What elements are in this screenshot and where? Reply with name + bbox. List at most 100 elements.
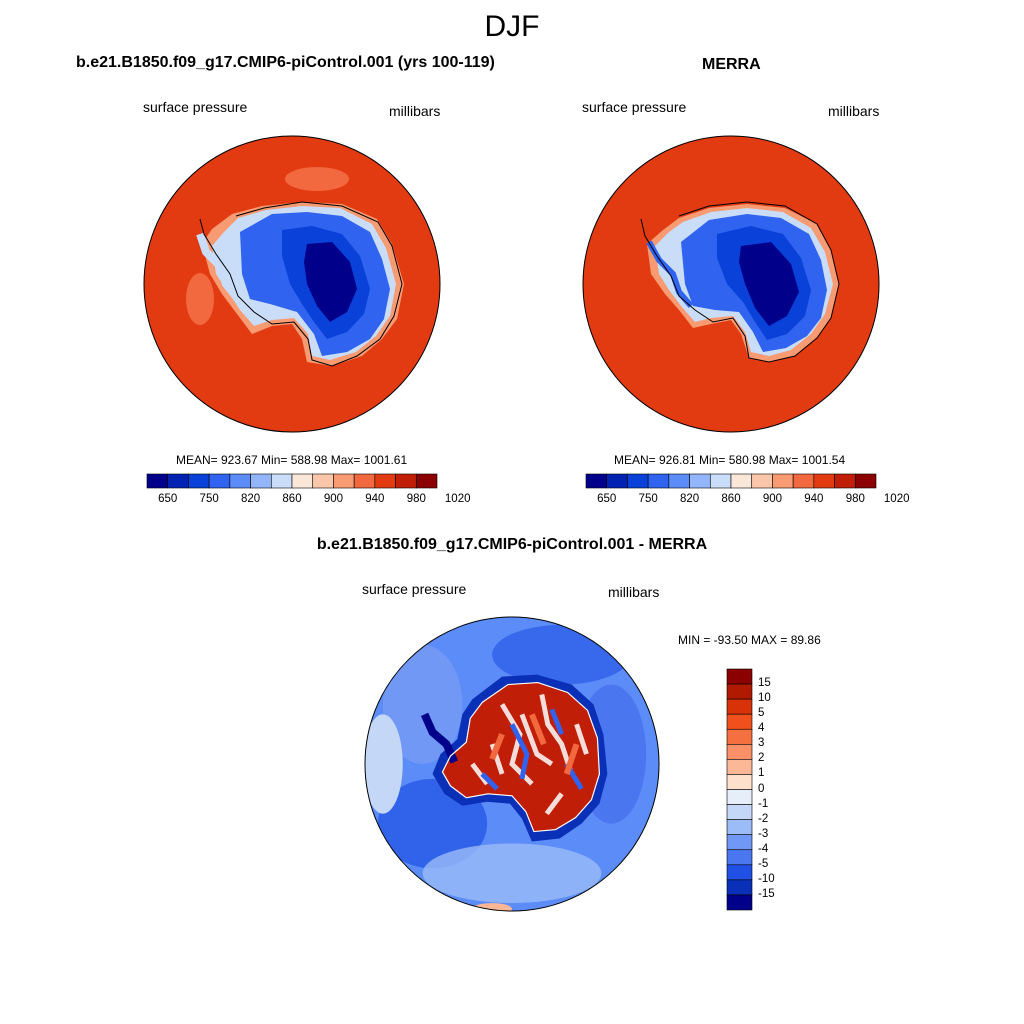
colorbar-tick-label: 900 — [762, 493, 783, 505]
colorbar-swatch — [606, 473, 628, 489]
colorbar-swatch — [167, 473, 189, 489]
panel-title-difference: b.e21.B1850.f09_g17.CMIP6-piControl.001 … — [316, 536, 708, 553]
colorbar-tick-label: 940 — [804, 493, 824, 505]
model-units-label: millibars — [389, 103, 441, 119]
colorbar-tick-label: 650 — [158, 493, 178, 505]
difference-texture — [489, 713, 580, 775]
colorbar-swatch — [585, 473, 608, 489]
difference-contour — [382, 644, 463, 764]
obs-polar-map — [582, 135, 880, 433]
colorbar-swatch — [353, 473, 376, 489]
colorbar-tick-label: 15 — [758, 677, 771, 690]
colorbar-tick-label: -15 — [758, 887, 775, 900]
colorbar-swatch — [689, 473, 711, 489]
coastline — [441, 681, 601, 833]
peninsula — [420, 712, 459, 764]
colorbar-tick-label: 2 — [758, 752, 765, 765]
colorbar-tick-label: -10 — [758, 872, 775, 885]
colorbar-tick-label: 860 — [282, 493, 302, 505]
colorbar-swatch — [726, 849, 753, 866]
obs-stats: MEAN= 926.81 Min= 580.98 Max= 1001.54 — [614, 453, 846, 467]
colorbar-tick-label: 750 — [199, 493, 219, 505]
diff-units-label: millibars — [608, 584, 660, 600]
colorbar-swatch — [726, 728, 753, 745]
difference-polar-map — [364, 616, 660, 912]
colorbar-swatch — [726, 759, 753, 775]
coastline — [199, 201, 403, 367]
colorbar-swatch — [291, 473, 314, 489]
colorbar-swatch — [709, 473, 732, 489]
colorbar-swatch — [751, 473, 773, 489]
colorbar-tick-label: 860 — [721, 493, 741, 505]
colorbar-swatch — [333, 473, 355, 489]
colorbar-tick-label: 4 — [758, 722, 765, 735]
colorbar-swatch — [726, 864, 753, 881]
colorbar-swatch — [730, 473, 753, 489]
colorbar-swatch — [813, 473, 835, 489]
colorbar-swatch — [415, 473, 438, 489]
map-border — [364, 616, 660, 912]
colorbar-tick-label: 820 — [240, 493, 261, 505]
colorbar-tick-label: -3 — [758, 827, 769, 840]
colorbar-swatch — [772, 473, 794, 489]
colorbar-swatch — [250, 473, 272, 489]
colorbar-tick-label: 980 — [406, 493, 426, 505]
coastline — [640, 201, 840, 363]
colorbar-swatch — [229, 473, 251, 489]
colorbar-tick-label: 1020 — [444, 493, 471, 505]
colorbar-tick-label: 940 — [365, 493, 385, 505]
difference-contour — [422, 843, 602, 904]
colorbar-swatch — [627, 473, 649, 489]
map-border — [582, 135, 880, 433]
colorbar-swatch — [726, 894, 753, 911]
colorbar-swatch — [726, 819, 753, 835]
colorbar-swatch — [647, 473, 670, 489]
colorbar-swatch — [208, 473, 231, 489]
difference-texture — [470, 693, 589, 816]
pressure-high-patch — [186, 273, 214, 325]
colorbar-swatch — [834, 473, 856, 489]
colorbar-tick-label: -5 — [758, 857, 769, 870]
ice-sheet-dome — [739, 242, 799, 326]
colorbar-swatch — [726, 774, 753, 790]
map-border — [143, 135, 441, 433]
colorbar-tick-label: -1 — [758, 797, 769, 810]
obs-units-label: millibars — [828, 103, 880, 119]
colorbar-swatch — [395, 473, 417, 489]
colorbar-swatch — [854, 473, 877, 489]
colorbar-tick-label: 1 — [758, 767, 765, 780]
difference-texture — [480, 708, 584, 791]
colorbar-swatch — [726, 668, 753, 685]
colorbar-tick-label: 5 — [758, 707, 765, 720]
colorbar-swatch — [726, 744, 753, 760]
colorbar-tick-label: 980 — [845, 493, 865, 505]
colorbar-swatch — [374, 473, 396, 489]
difference-colorbar — [726, 668, 753, 911]
colorbar-swatch — [726, 683, 753, 700]
model-polar-map — [143, 135, 441, 433]
colorbar-tick-label: -4 — [758, 842, 769, 855]
colorbar-tick-label: 750 — [638, 493, 658, 505]
pressure-high-patch — [285, 167, 349, 191]
colorbar-tick-label: 820 — [679, 493, 700, 505]
peninsula — [196, 232, 253, 315]
colorbar-swatch — [188, 473, 210, 489]
obs-colorbar — [585, 473, 877, 489]
diff-stats: MIN = -93.50 MAX = 89.86 — [678, 633, 821, 647]
panel-title-model: b.e21.B1850.f09_g17.CMIP6-piControl.001 … — [76, 54, 495, 71]
colorbar-swatch — [668, 473, 690, 489]
colorbar-swatch — [726, 879, 753, 896]
panel-title-obs: MERRA — [702, 56, 761, 73]
obs-variable-label: surface pressure — [582, 99, 687, 115]
colorbar-swatch — [726, 834, 753, 851]
colorbar-tick-label: 1020 — [883, 493, 910, 505]
colorbar-swatch — [726, 698, 753, 715]
model-stats: MEAN= 923.67 Min= 588.98 Max= 1001.61 — [176, 453, 408, 467]
model-variable-label: surface pressure — [143, 99, 248, 115]
colorbar-swatch — [792, 473, 815, 489]
colorbar-tick-label: 650 — [597, 493, 617, 505]
colorbar-tick-label: 3 — [758, 737, 765, 750]
colorbar-tick-label: 0 — [758, 782, 765, 795]
ice-sheet-dome — [304, 242, 357, 322]
colorbar-swatch — [726, 789, 753, 805]
